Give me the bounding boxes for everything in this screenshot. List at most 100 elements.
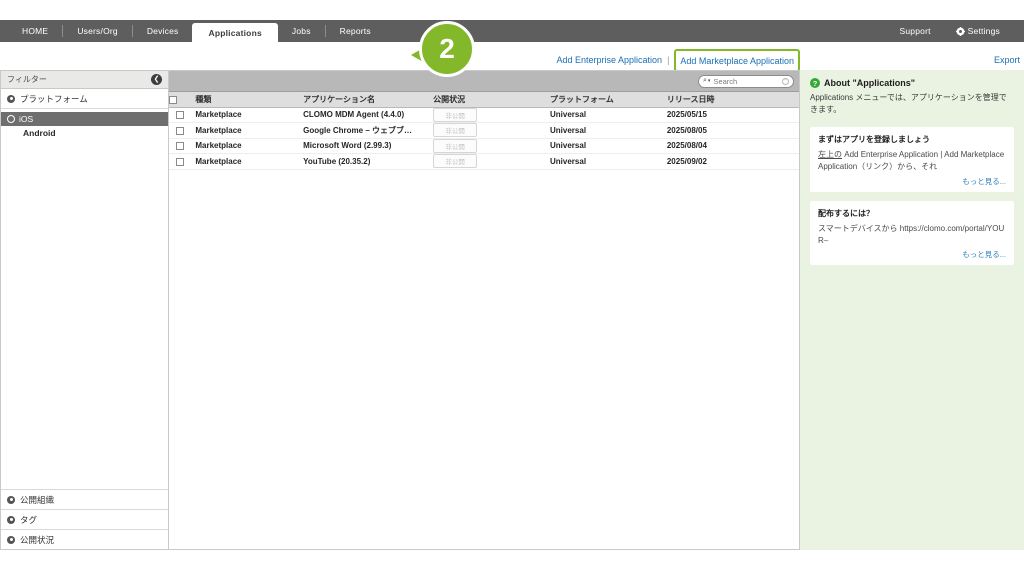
nav-right-group: Support Settings (888, 20, 1024, 42)
row-kind-cell: Marketplace (191, 138, 304, 154)
chevron-down-icon[interactable]: ▾ (707, 78, 711, 84)
column-header-kind[interactable]: 種類 (191, 92, 304, 108)
nav-tab-applications[interactable]: Applications (192, 23, 278, 42)
row-status-cell: 非公開 (433, 153, 551, 170)
row-kind-label: Marketplace (195, 156, 242, 166)
filter-sidebar-header: フィルター ❮ (1, 71, 168, 89)
filter-sidebar: フィルター ❮ プラットフォーム iOS Android 公開組織 タグ 公開状… (0, 70, 168, 550)
gear-icon (7, 94, 15, 103)
chevron-left-icon[interactable]: ❮ (151, 74, 162, 85)
help-panel: ? About "Applications" Applications メニュー… (800, 70, 1024, 550)
column-header-date-label: リリース日時 (666, 94, 715, 104)
search-input[interactable]: ⌕ ▾ Search × (698, 74, 794, 88)
filter-section-public-org[interactable]: 公開組織 (1, 489, 168, 509)
nav-divider (62, 25, 64, 37)
row-status-cell: 非公開 (433, 122, 551, 139)
help-card-register-app-body: 左上の Add Enterprise Application | Add Mar… (818, 149, 1006, 174)
nav-tab-users-org-label: Users/Org (77, 26, 118, 36)
row-platform-cell: Universal (550, 138, 667, 154)
row-name-cell[interactable]: Google Chrome – ウェブブ… (303, 122, 434, 139)
row-date-label: 2025/08/04 (666, 141, 707, 151)
column-header-name[interactable]: アプリケーション名 (303, 92, 434, 108)
nav-tab-jobs[interactable]: Jobs (278, 20, 325, 42)
column-header-kind-label: 種類 (195, 94, 212, 104)
row-status-cell: 非公開 (433, 107, 551, 123)
export-link[interactable]: Export (993, 55, 1020, 65)
nav-tab-jobs-label: Jobs (291, 26, 311, 36)
nav-tab-home[interactable]: HOME (8, 20, 62, 42)
row-name-cell[interactable]: Microsoft Word (2.99.3) (303, 138, 434, 154)
table-row[interactable]: Marketplace Microsoft Word (2.99.3) 非公開 … (169, 138, 799, 154)
help-card-distribute: 配布するには？ スマートデバイスから https://clomo.com/por… (810, 200, 1014, 266)
row-date-label: 2025/09/02 (666, 156, 707, 166)
filter-section-tag[interactable]: タグ (1, 509, 168, 529)
column-header-status-label: 公開状況 (433, 94, 466, 104)
row-platform-label: Universal (550, 156, 587, 166)
table-row[interactable]: Marketplace Google Chrome – ウェブブ… 非公開 Un… (169, 122, 799, 139)
support-link[interactable]: Support (888, 26, 943, 36)
column-header-platform[interactable]: プラットフォーム (550, 92, 667, 108)
filter-section-publish-status[interactable]: 公開状況 (1, 529, 168, 549)
filter-sidebar-title: フィルター (7, 75, 47, 84)
table-body: Marketplace CLOMO MDM Agent (4.4.0) 非公開 … (169, 107, 799, 170)
toolbar-link-group: Add Enterprise Application | Add Marketp… (168, 48, 800, 72)
nav-tab-reports[interactable]: Reports (326, 20, 385, 42)
applications-table: 種類 アプリケーション名 公開状況 プラットフォーム リリース日時 Market… (169, 92, 799, 170)
help-card-register-app: まずはアプリを登録しましょう 左上の Add Enterprise Applic… (810, 126, 1014, 192)
row-date-label: 2025/08/05 (666, 125, 707, 135)
help-panel-description: Applications メニューでは、アプリケーションを管理できます。 (810, 93, 1007, 115)
column-header-platform-label: プラットフォーム (550, 94, 614, 104)
action-toolbar: Add Enterprise Application | Add Marketp… (0, 48, 1024, 72)
status-badge: 非公開 (433, 107, 478, 122)
nav-tab-devices[interactable]: Devices (133, 20, 193, 42)
table-header-row: 種類 アプリケーション名 公開状況 プラットフォーム リリース日時 (169, 92, 799, 108)
help-panel-title: ? About "Applications" (810, 78, 1014, 88)
add-enterprise-application-link[interactable]: Add Enterprise Application (556, 55, 663, 65)
row-name-label: Google Chrome – ウェブブ… (303, 125, 413, 135)
row-status-cell: 非公開 (433, 138, 551, 154)
row-checkbox[interactable] (176, 126, 185, 135)
search-icon: ⌕ (703, 77, 707, 84)
help-card-distribute-title: 配布するには？ (818, 208, 874, 218)
row-kind-cell: Marketplace (191, 153, 304, 170)
help-card-distribute-more-link[interactable]: もっと見る... (962, 250, 1006, 260)
select-all-checkbox[interactable] (169, 95, 177, 104)
row-checkbox[interactable] (176, 157, 185, 166)
table-row[interactable]: Marketplace CLOMO MDM Agent (4.4.0) 非公開 … (169, 107, 799, 123)
radio-selected-icon (7, 115, 15, 123)
add-marketplace-application-highlight: Add Marketplace Application (674, 48, 800, 72)
column-header-status[interactable]: 公開状況 (433, 92, 551, 108)
row-name-cell[interactable]: YouTube (20.35.2) (303, 153, 434, 170)
nav-tab-devices-label: Devices (146, 26, 179, 36)
help-card-body-text: Add Enterprise Application | Add Marketp… (818, 149, 1005, 172)
row-date-cell: 2025/08/05 (666, 122, 799, 139)
row-name-cell[interactable]: CLOMO MDM Agent (4.4.0) (303, 107, 434, 123)
nav-tab-users-org[interactable]: Users/Org (63, 20, 132, 42)
search-placeholder: Search (713, 76, 738, 86)
row-platform-label: Universal (550, 110, 587, 120)
row-platform-cell: Universal (550, 107, 667, 123)
row-platform-label: Universal (550, 125, 587, 135)
settings-link[interactable]: Settings (944, 26, 1012, 36)
filter-item-android-label: Android (23, 128, 56, 138)
filter-sidebar-bottom-sections: 公開組織 タグ 公開状況 (1, 489, 168, 549)
status-badge: 非公開 (433, 123, 478, 138)
row-name-label: CLOMO MDM Agent (4.4.0) (303, 110, 405, 120)
add-marketplace-application-link[interactable]: Add Marketplace Application (680, 55, 794, 66)
filter-section-publish-status-label: 公開状況 (20, 534, 55, 545)
close-icon[interactable]: × (782, 77, 789, 85)
filter-item-ios[interactable]: iOS (1, 112, 168, 126)
export-group: Export (994, 50, 1024, 70)
table-row[interactable]: Marketplace YouTube (20.35.2) 非公開 Univer… (169, 153, 799, 170)
help-card-register-app-more-link[interactable]: もっと見る... (962, 176, 1006, 186)
gear-icon (7, 515, 15, 524)
column-header-date[interactable]: リリース日時 (666, 92, 799, 108)
applications-panel: ⌕ ▾ Search × 種類 アプリケーション名 公開状況 プラットフォーム … (168, 70, 800, 550)
nav-tab-home-label: HOME (22, 26, 49, 36)
filter-item-android[interactable]: Android (1, 126, 168, 140)
filter-section-platform[interactable]: プラットフォーム (1, 89, 168, 109)
help-card-body-prefix: 左上の (818, 149, 842, 159)
row-kind-cell: Marketplace (191, 122, 304, 139)
row-checkbox[interactable] (176, 111, 185, 120)
row-checkbox[interactable] (176, 142, 185, 151)
